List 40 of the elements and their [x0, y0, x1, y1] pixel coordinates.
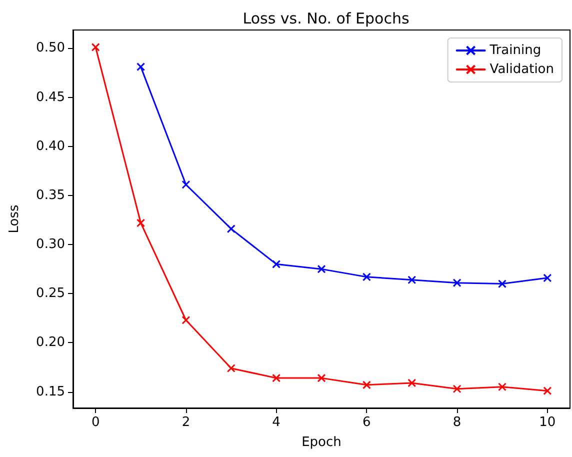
point — [182, 316, 190, 324]
x-tick-label: 6 — [362, 415, 371, 430]
point — [317, 264, 326, 274]
point — [272, 260, 281, 268]
point — [136, 218, 146, 228]
y-tick-label: 0.45 — [36, 90, 65, 105]
point — [136, 62, 146, 72]
point — [452, 278, 462, 288]
y-tick-label: 0.50 — [36, 40, 65, 56]
x-tick-label: 0 — [91, 415, 100, 430]
point — [543, 386, 552, 396]
point — [91, 42, 100, 52]
point — [362, 272, 371, 282]
y-tick-label: 0.25 — [36, 286, 65, 302]
chart-title: Loss vs. No. of Epochs — [242, 10, 410, 28]
point — [498, 382, 506, 392]
point — [182, 180, 190, 189]
point — [408, 378, 416, 388]
legend-label: Validation — [490, 62, 554, 77]
y-tick-label: 0.15 — [36, 384, 65, 400]
point — [452, 384, 462, 394]
point — [498, 280, 506, 288]
y-tick-label: 0.20 — [36, 335, 65, 350]
point — [226, 224, 236, 234]
x-tick-label: 4 — [272, 415, 280, 430]
point — [543, 274, 552, 282]
point — [317, 374, 326, 382]
y-axis-title: Loss — [7, 204, 22, 234]
x-tick-label: 10 — [539, 415, 556, 430]
point — [362, 380, 371, 390]
x-tick-label: 2 — [182, 415, 190, 430]
point — [226, 364, 236, 372]
point — [408, 276, 416, 284]
y-tick-label: 0.35 — [36, 188, 65, 203]
point — [272, 374, 281, 382]
x-tick-label: 8 — [452, 415, 462, 430]
y-tick-label: 0.30 — [36, 237, 65, 252]
y-tick-label: 0.40 — [36, 138, 65, 154]
x-axis-title: Epoch — [302, 435, 342, 450]
legend-label: Training — [488, 43, 542, 58]
